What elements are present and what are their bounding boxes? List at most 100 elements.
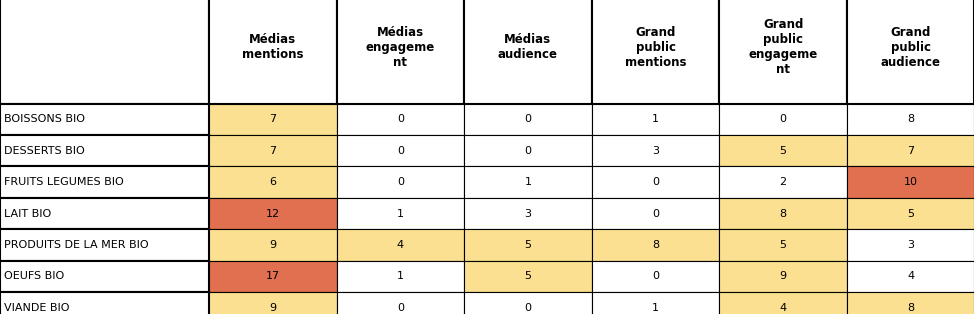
- Text: FRUITS LEGUMES BIO: FRUITS LEGUMES BIO: [4, 177, 124, 187]
- Bar: [337, 166, 464, 198]
- Bar: [591, 0, 719, 104]
- Bar: [846, 198, 974, 229]
- Text: 4: 4: [907, 271, 915, 281]
- Text: 5: 5: [524, 240, 532, 250]
- Bar: [337, 261, 464, 292]
- Bar: [719, 229, 847, 261]
- Text: 2: 2: [779, 177, 787, 187]
- Bar: [208, 135, 337, 166]
- Bar: [464, 261, 591, 292]
- Text: 0: 0: [396, 177, 404, 187]
- Text: 0: 0: [652, 208, 659, 219]
- Bar: [591, 166, 719, 198]
- Text: 17: 17: [266, 271, 280, 281]
- Text: 9: 9: [269, 240, 277, 250]
- Bar: [208, 104, 337, 135]
- Text: 8: 8: [907, 114, 915, 124]
- Bar: [719, 198, 847, 229]
- Text: 0: 0: [779, 114, 787, 124]
- Bar: [719, 135, 847, 166]
- Bar: [846, 229, 974, 261]
- Bar: [0, 198, 208, 229]
- Text: 9: 9: [779, 271, 787, 281]
- Text: 0: 0: [396, 146, 404, 156]
- Text: OEUFS BIO: OEUFS BIO: [4, 271, 64, 281]
- Bar: [719, 104, 847, 135]
- Text: 0: 0: [652, 271, 659, 281]
- Bar: [208, 0, 337, 104]
- Bar: [846, 104, 974, 135]
- Text: 5: 5: [907, 208, 915, 219]
- Bar: [208, 166, 337, 198]
- Bar: [464, 292, 591, 314]
- Bar: [208, 229, 337, 261]
- Text: 5: 5: [524, 271, 532, 281]
- Text: 4: 4: [779, 303, 787, 313]
- Text: 10: 10: [904, 177, 918, 187]
- Text: 3: 3: [524, 208, 532, 219]
- Bar: [337, 229, 464, 261]
- Bar: [337, 0, 464, 104]
- Bar: [0, 261, 208, 292]
- Text: 3: 3: [652, 146, 659, 156]
- Text: 8: 8: [907, 303, 915, 313]
- Text: 0: 0: [524, 303, 532, 313]
- Text: 5: 5: [779, 240, 787, 250]
- Text: 1: 1: [396, 271, 404, 281]
- Bar: [208, 198, 337, 229]
- Text: 4: 4: [396, 240, 404, 250]
- Bar: [208, 261, 337, 292]
- Bar: [591, 261, 719, 292]
- Text: 0: 0: [396, 303, 404, 313]
- Text: 7: 7: [269, 146, 277, 156]
- Bar: [0, 135, 208, 166]
- Bar: [591, 229, 719, 261]
- Text: 1: 1: [652, 303, 659, 313]
- Text: 8: 8: [652, 240, 659, 250]
- Bar: [591, 104, 719, 135]
- Bar: [464, 198, 591, 229]
- Text: Grand
public
mentions: Grand public mentions: [624, 26, 687, 68]
- Text: 3: 3: [907, 240, 915, 250]
- Text: 7: 7: [269, 114, 277, 124]
- Bar: [0, 292, 208, 314]
- Bar: [337, 292, 464, 314]
- Bar: [337, 135, 464, 166]
- Text: 1: 1: [652, 114, 659, 124]
- Bar: [208, 292, 337, 314]
- Bar: [464, 166, 591, 198]
- Bar: [464, 229, 591, 261]
- Bar: [591, 292, 719, 314]
- Bar: [464, 104, 591, 135]
- Text: Médias
audience: Médias audience: [498, 33, 558, 61]
- Text: Médias
mentions: Médias mentions: [242, 33, 304, 61]
- Text: DESSERTS BIO: DESSERTS BIO: [4, 146, 85, 156]
- Bar: [846, 292, 974, 314]
- Bar: [0, 166, 208, 198]
- Text: 0: 0: [652, 177, 659, 187]
- Bar: [846, 261, 974, 292]
- Text: 9: 9: [269, 303, 277, 313]
- Text: 0: 0: [524, 114, 532, 124]
- Text: Grand
public
audience: Grand public audience: [880, 26, 941, 68]
- Text: 12: 12: [266, 208, 280, 219]
- Text: 1: 1: [524, 177, 532, 187]
- Bar: [591, 198, 719, 229]
- Text: 0: 0: [524, 146, 532, 156]
- Text: PRODUITS DE LA MER BIO: PRODUITS DE LA MER BIO: [4, 240, 149, 250]
- Text: LAIT BIO: LAIT BIO: [4, 208, 52, 219]
- Text: BOISSONS BIO: BOISSONS BIO: [4, 114, 86, 124]
- Bar: [0, 0, 208, 104]
- Text: 1: 1: [396, 208, 404, 219]
- Bar: [337, 198, 464, 229]
- Bar: [846, 135, 974, 166]
- Bar: [0, 229, 208, 261]
- Text: 0: 0: [396, 114, 404, 124]
- Text: 7: 7: [907, 146, 915, 156]
- Bar: [719, 166, 847, 198]
- Bar: [337, 104, 464, 135]
- Bar: [719, 0, 847, 104]
- Bar: [846, 166, 974, 198]
- Bar: [464, 135, 591, 166]
- Bar: [464, 0, 591, 104]
